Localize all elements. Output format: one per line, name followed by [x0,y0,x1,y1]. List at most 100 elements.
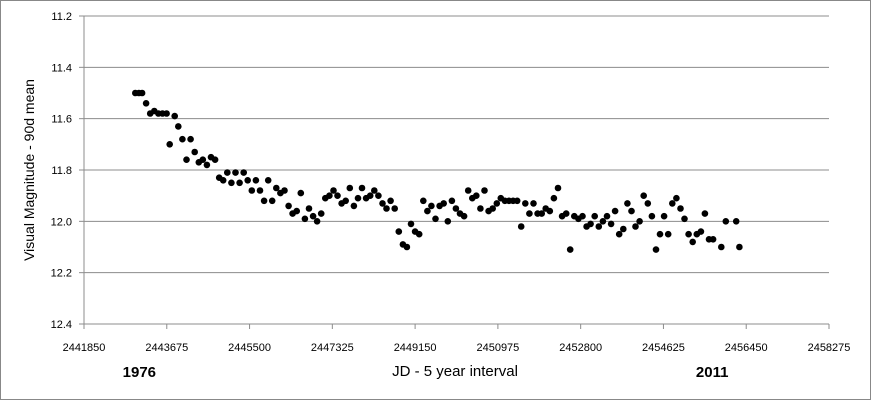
data-point [611,207,619,215]
data-point [424,207,431,215]
data-point [660,212,668,220]
data-point [285,202,292,210]
data-point [554,184,562,192]
x-tick-label: 2443675 [145,342,188,354]
data-point [387,197,394,205]
y-tick-label: 12.2 [51,268,72,280]
data-point [420,197,427,205]
data-point [603,212,611,220]
data-point [350,202,358,210]
data-point [305,205,313,212]
data-point [142,100,150,107]
x-axis-label: JD - 5 year interval [392,363,518,380]
data-point [224,169,231,176]
data-point [595,223,603,230]
data-point [599,218,607,225]
data-point [546,207,554,215]
data-point [677,205,684,212]
x-tick-label: 2445500 [228,342,271,354]
data-point [448,197,456,205]
data-point [624,200,631,207]
data-point [550,194,558,202]
data-point [591,212,598,220]
data-point [685,230,692,238]
y-tick-label: 12.0 [51,216,72,228]
data-point [432,215,439,223]
data-point [440,200,448,207]
data-point [191,148,198,156]
data-point [240,169,247,176]
data-point [175,123,182,130]
data-point [566,246,574,253]
y-tick-label: 12.4 [51,319,72,331]
data-point [179,135,186,143]
data-point [354,194,362,202]
data-point [407,220,415,228]
data-point [579,212,586,220]
data-point [171,112,178,120]
data-point [301,215,309,223]
data-point [562,210,570,217]
x-tick-label: 2450975 [476,342,519,354]
data-point [607,220,615,228]
data-point [313,218,321,225]
data-point [620,225,627,233]
x-tick-label: 2449150 [394,342,437,354]
y-tick-label: 11.2 [51,11,72,23]
data-point [383,205,390,212]
y-axis-label: Visual Magnitude - 90d mean [21,79,37,261]
data-point [473,192,480,199]
data-point [228,179,235,187]
data-point [722,218,730,225]
data-point [395,228,403,235]
data-point [460,212,468,220]
data-point [681,215,688,223]
data-point [268,197,276,205]
data-point [640,192,647,199]
data-point [260,197,268,205]
data-point [346,184,354,192]
data-point [689,238,696,246]
data-point [656,230,664,238]
data-point [718,243,725,251]
data-point [415,230,423,238]
data-point [652,246,660,253]
data-point [736,243,743,251]
x-tick-label: 2441850 [63,342,106,354]
data-point [403,243,411,251]
data-point [293,207,301,215]
data-point [358,184,366,192]
x-tick-label: 2458275 [808,342,851,354]
data-point [166,141,173,148]
data-point [732,218,740,225]
data-point [248,187,256,194]
data-point [644,200,652,207]
data-point [366,192,374,199]
data-point [371,187,378,194]
data-point [326,192,333,199]
annotations: 1976 2011 [123,364,729,381]
data-point [273,184,280,192]
data-point [526,210,533,217]
data-point [452,205,460,212]
data-point [709,236,717,243]
data-point [330,187,337,194]
y-tick-labels: 11.2 11.4 11.6 11.8 12.0 12.2 12.4 [51,11,72,331]
x-tick-label: 2456450 [725,342,768,354]
data-point [252,177,260,184]
data-point [199,156,207,163]
data-point [317,210,325,217]
data-point [375,192,382,199]
data-point [628,207,635,215]
data-point [211,156,219,163]
data-point [522,200,529,207]
data-point [281,187,288,194]
y-tick-label: 11.8 [51,165,72,177]
data-point [444,218,452,225]
data-point [256,187,264,194]
data-point [587,220,594,228]
data-point [669,200,676,207]
data-point [138,89,146,97]
x-tick-label: 2454625 [642,342,685,354]
